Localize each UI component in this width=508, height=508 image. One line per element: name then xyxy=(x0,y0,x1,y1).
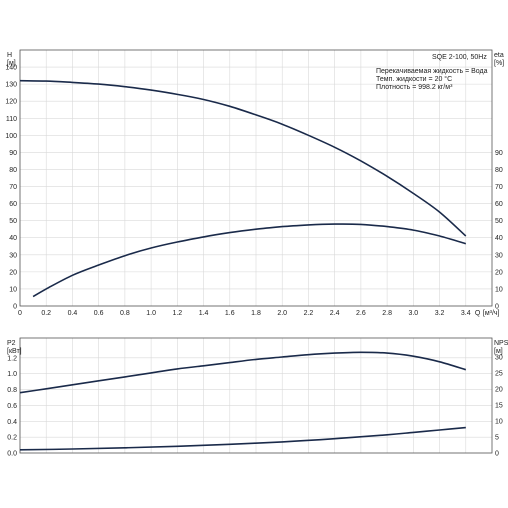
x-tick-label: 1.6 xyxy=(225,310,235,317)
right-tick-label: 30 xyxy=(495,355,503,362)
right-tick-label: 0 xyxy=(495,304,499,311)
right-axis-label: NPSH xyxy=(494,340,508,347)
right-tick-label: 10 xyxy=(495,419,503,426)
left-tick-label: 50 xyxy=(9,218,17,225)
right-tick-label: 60 xyxy=(495,201,503,208)
x-axis-unit: [м³/ч] xyxy=(483,310,500,317)
left-tick-label: 0.8 xyxy=(7,387,17,394)
left-tick-label: 0.4 xyxy=(7,419,17,426)
x-tick-label: 0 xyxy=(18,310,22,317)
left-axis-label: H xyxy=(7,52,12,59)
x-tick-label: 1.4 xyxy=(199,310,209,317)
right-axis-unit: [м] xyxy=(494,348,503,355)
right-tick-label: 40 xyxy=(495,235,503,242)
left-tick-label: 60 xyxy=(9,201,17,208)
left-tick-label: 100 xyxy=(5,133,17,140)
left-tick-label: 0.6 xyxy=(7,403,17,410)
x-tick-label: 2.2 xyxy=(304,310,314,317)
x-tick-label: 1.0 xyxy=(146,310,156,317)
right-tick-label: 20 xyxy=(495,387,503,394)
left-tick-label: 110 xyxy=(6,116,17,123)
right-tick-label: 70 xyxy=(495,184,503,191)
right-tick-label: 90 xyxy=(495,150,503,157)
left-tick-label: 80 xyxy=(9,167,17,174)
left-tick-label: 70 xyxy=(9,184,17,191)
right-tick-label: 15 xyxy=(495,403,503,410)
density-label: Плотность = 998.2 кг/м³ xyxy=(376,84,453,91)
x-axis-label: Q xyxy=(475,310,481,317)
x-tick-label: 0.8 xyxy=(120,310,130,317)
left-tick-label: 1.2 xyxy=(7,355,17,362)
x-tick-label: 3.4 xyxy=(461,310,471,317)
x-tick-label: 2.8 xyxy=(382,310,392,317)
left-tick-label: 0.0 xyxy=(7,451,17,458)
right-tick-label: 50 xyxy=(495,218,503,225)
x-tick-label: 1.2 xyxy=(172,310,182,317)
series-1-0-line xyxy=(19,351,467,394)
series-0-1-line xyxy=(32,223,467,298)
left-axis-unit: [м] xyxy=(7,60,16,67)
x-tick-label: 2.4 xyxy=(330,310,340,317)
series-0-0-line xyxy=(19,79,467,237)
model-label: SQE 2-100, 50Hz xyxy=(432,54,487,61)
right-tick-label: 80 xyxy=(495,167,503,174)
right-tick-label: 5 xyxy=(495,435,499,442)
series-1-1-line xyxy=(19,426,466,451)
left-tick-label: 120 xyxy=(5,99,17,106)
x-tick-label: 3.0 xyxy=(408,310,418,317)
x-tick-label: 0.2 xyxy=(41,310,51,317)
right-tick-label: 25 xyxy=(495,371,503,378)
left-tick-label: 40 xyxy=(9,235,17,242)
right-axis-label: eta xyxy=(494,52,504,59)
left-axis-unit: [кВт] xyxy=(7,348,22,355)
right-axis-unit: [%] xyxy=(494,60,504,67)
left-tick-label: 1.0 xyxy=(7,371,17,378)
left-tick-label: 0.2 xyxy=(7,435,17,442)
x-tick-label: 0.4 xyxy=(68,310,78,317)
plot-frame xyxy=(19,337,493,454)
info-box: SQE 2-100, 50Hz Перекачиваемая жидкость … xyxy=(376,54,488,91)
liquid-label: Перекачиваемая жидкость = Вода xyxy=(376,68,488,75)
temperature-label: Темп. жидкости = 20 °C xyxy=(376,75,452,83)
head-efficiency-panel: 0 10 20 30 40 50 60 70 80 90 100 110 120 130 140 0 10 20 3… xyxy=(5,49,504,317)
left-tick-label: 0 xyxy=(13,304,17,311)
x-tick-label: 2.6 xyxy=(356,310,366,317)
left-tick-label: 140 xyxy=(5,65,17,72)
right-tick-label: 30 xyxy=(495,252,503,259)
x-tick-label: 1.8 xyxy=(251,310,261,317)
power-npsh-panel: 0.0 0.2 0.4 0.6 0.8 1.0 1.2 0 5 10 15 20 25 30 P2[кВт]… xyxy=(7,337,508,458)
right-tick-label: 10 xyxy=(495,286,503,293)
left-tick-label: 20 xyxy=(9,269,17,276)
left-tick-label: 30 xyxy=(9,252,17,259)
x-tick-label: 0.6 xyxy=(94,310,104,317)
left-tick-label: 10 xyxy=(9,286,17,293)
left-tick-label: 90 xyxy=(9,150,17,157)
x-tick-label: 2.0 xyxy=(277,310,287,317)
x-tick-label: 3.2 xyxy=(435,310,445,317)
right-tick-label: 0 xyxy=(495,451,499,458)
left-tick-label: 130 xyxy=(5,82,17,89)
plot-frame xyxy=(19,49,493,307)
left-axis-label: P2 xyxy=(7,340,16,347)
right-tick-label: 20 xyxy=(495,269,503,276)
